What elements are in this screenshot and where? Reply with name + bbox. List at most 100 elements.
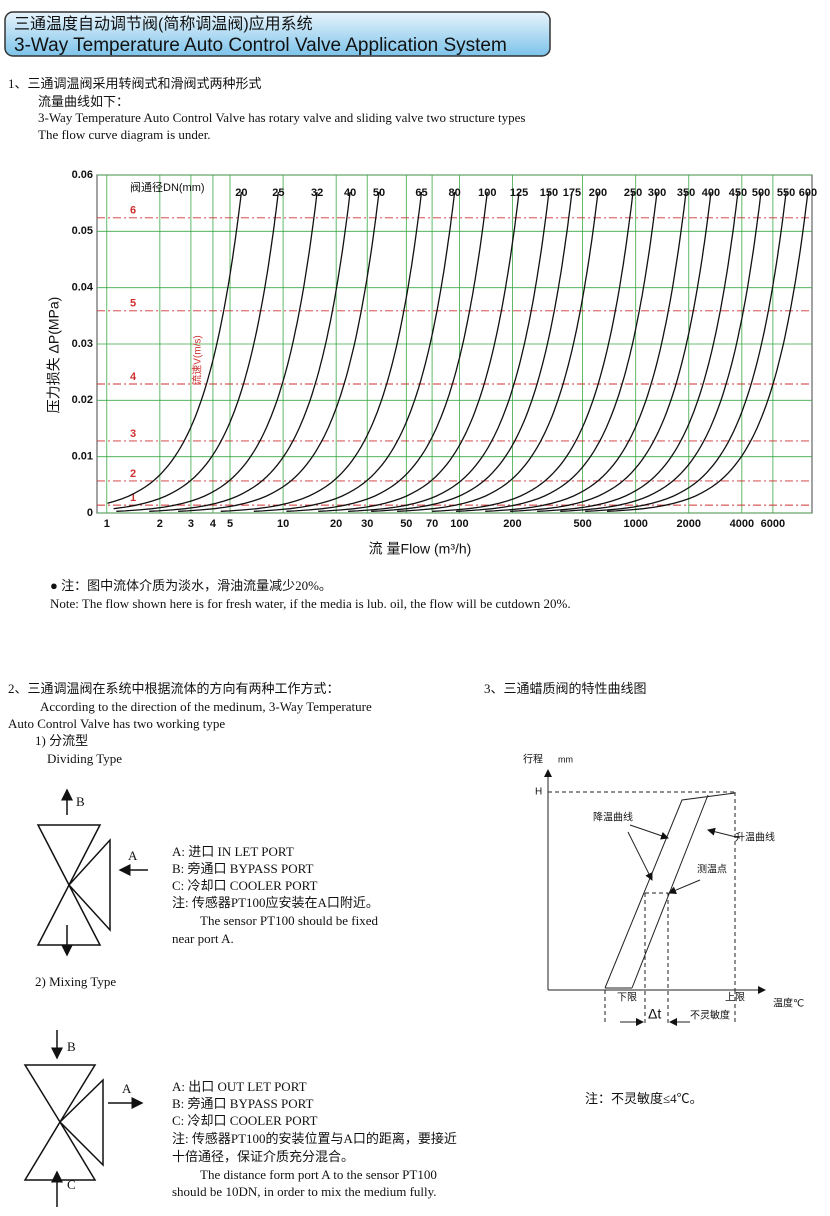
x-tick-label: 2000 [677, 518, 701, 530]
text-line: 2) Mixing Type [35, 974, 116, 989]
x-tick-label: 30 [361, 518, 373, 530]
text-line: should be 10DN, in order to mix the medi… [172, 1184, 437, 1199]
velocity-label: 流速V(m/s) [191, 335, 204, 384]
x-tick-label: 200 [503, 518, 521, 530]
text-line: B: 旁通口 BYPASS PORT [172, 1096, 313, 1111]
note-en: Note: The flow shown here is for fresh w… [50, 596, 571, 611]
curve-label: 40 [344, 187, 356, 199]
text-line: C: 冷却口 COOLER PORT [172, 878, 318, 893]
diagram-label: 上限 [725, 992, 745, 1004]
x-tick-label: 1 [104, 518, 110, 530]
y-axis-label: 压力损失 ΔP(MPa) [46, 297, 62, 414]
flow-curve [485, 191, 687, 512]
flow-curve [178, 191, 380, 512]
y-tick-label: 0.01 [72, 451, 93, 463]
flow-curve [107, 191, 243, 504]
header-box [4, 11, 551, 57]
x-tick-label: 100 [450, 518, 468, 530]
text-line: The sensor PT100 should be fixed [200, 913, 379, 928]
x-tick-label: 5 [227, 518, 233, 530]
diagram-label: mm [558, 754, 573, 764]
curve-label: 150 [540, 187, 558, 199]
note-cn: ● 注：图中流体介质为淡水，滑油流量减少20%。 [50, 578, 332, 593]
curve-label: 175 [563, 187, 581, 199]
text-line: According to the direction of the medinu… [40, 699, 372, 714]
title-cn: 三通温度自动调节阀(简称调温阀)应用系统 [14, 14, 313, 33]
diagram-label: 升温曲线 [735, 831, 775, 844]
curve-label: 200 [589, 187, 607, 199]
port-label: A [122, 1081, 132, 1096]
text-line: A: 进口 IN LET PORT [172, 844, 294, 859]
curve-label: 250 [624, 187, 642, 199]
port-label: B [67, 1039, 76, 1054]
port-label: B [76, 794, 85, 809]
text-line: A: 出口 OUT LET PORT [172, 1079, 307, 1094]
flow-curve [537, 191, 739, 512]
velocity-value: 3 [130, 428, 136, 440]
title-en: 3-Way Temperature Auto Control Valve App… [14, 35, 507, 56]
curve-label: 32 [311, 187, 323, 199]
curve-label: 125 [510, 187, 528, 199]
diagram-label: H [535, 787, 542, 798]
flow-curve [220, 191, 423, 512]
curve-label: 100 [478, 187, 496, 199]
diagram-label: Δt [648, 1006, 661, 1022]
flow-curve [432, 191, 634, 512]
curve-label: 400 [702, 187, 720, 199]
text-line: B: 旁通口 BYPASS PORT [172, 861, 313, 876]
text-line: Auto Control Valve has two working type [8, 716, 225, 731]
characteristic-diagram [544, 769, 766, 1026]
curve-label: 50 [373, 187, 385, 199]
text-line: The flow curve diagram is under. [38, 127, 211, 142]
flow-curve [253, 191, 456, 512]
diagram-label: 不灵敏度 [690, 1009, 730, 1022]
curve-label: 25 [272, 187, 284, 199]
flow-curve [371, 191, 573, 512]
dividing-valve [36, 788, 148, 957]
curve-label: 450 [729, 187, 747, 199]
y-tick-label: 0.04 [72, 282, 94, 294]
flow-curve [149, 191, 351, 512]
flow-curve [113, 191, 280, 510]
text-line: 1) 分流型 [35, 733, 88, 748]
velocity-value: 1 [130, 492, 136, 504]
flow-curve [560, 191, 762, 512]
flow-curve [585, 191, 787, 512]
port-label: A [128, 848, 138, 863]
curve-label: 300 [648, 187, 666, 199]
text-line: 十倍通径，保证介质充分混合。 [172, 1149, 354, 1164]
x-tick-label: 500 [573, 518, 591, 530]
curve-label: 550 [777, 187, 795, 199]
x-tick-label: 4000 [730, 518, 754, 530]
port-label: C [67, 1177, 76, 1192]
y-tick-label: 0 [87, 507, 93, 519]
curve-label: 65 [415, 187, 427, 199]
mixing-valve [23, 1030, 144, 1207]
text-line: 注: 传感器PT100应安装在A口附近。 [172, 895, 379, 910]
curve-label: 600 [799, 187, 817, 199]
y-tick-label: 0.06 [72, 169, 93, 181]
x-axis-label: 流 量Flow (m³/h) [369, 541, 472, 557]
flow-curve [510, 191, 712, 512]
dn-label: 阀通径DN(mm) [130, 180, 205, 194]
flow-chart: 00.010.020.030.040.050.061 2 3 4 5 10 20 30 50 70… [72, 169, 818, 530]
diagram-label: 行程 [523, 753, 543, 766]
flow-curve [606, 191, 809, 512]
curve-label: 350 [677, 187, 695, 199]
diagram-label: 下限 [617, 992, 637, 1004]
x-tick-label: 20 [330, 518, 342, 530]
diagram-label: 降温曲线 [593, 811, 633, 824]
curve-label: 20 [235, 187, 247, 199]
y-tick-label: 0.05 [72, 225, 93, 237]
text-line: C: 冷却口 COOLER PORT [172, 1113, 318, 1128]
diagram-label: 温度℃ [773, 997, 804, 1010]
text-line: 1、三通调温阀采用转阀式和滑阀式两种形式 [8, 76, 262, 91]
flow-curve [456, 191, 658, 512]
x-tick-label: 70 [426, 518, 438, 530]
flow-curve [318, 191, 520, 512]
x-tick-label: 6000 [761, 518, 785, 530]
velocity-value: 2 [130, 468, 136, 480]
x-tick-label: 4 [210, 518, 217, 530]
velocity-value: 6 [130, 205, 136, 217]
